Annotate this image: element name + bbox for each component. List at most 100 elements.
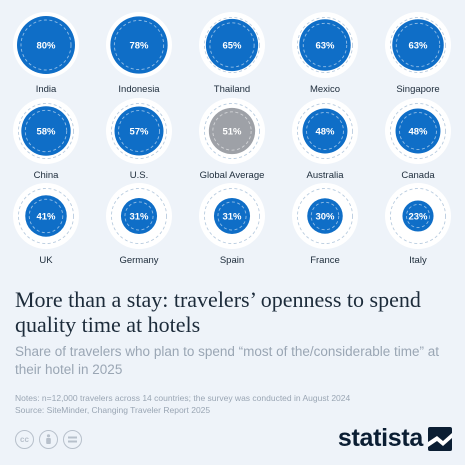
data-label: 31% (222, 212, 242, 223)
bubble-inner-dash (302, 22, 348, 68)
bubble (395, 108, 441, 154)
bubble-group: 48% Canada (385, 98, 451, 181)
category-label: Global Average (200, 170, 265, 181)
bubble-guide (110, 102, 167, 159)
category-label: India (36, 84, 57, 95)
bubble (402, 200, 434, 232)
bubble (307, 198, 343, 234)
notes-block: Notes: n=12,000 travelers across 14 coun… (15, 392, 455, 416)
bubble (110, 16, 168, 74)
bubble-inner-dash (395, 22, 441, 68)
bubble (25, 195, 67, 237)
bubble-guide (110, 187, 167, 244)
bubble-inner-dash (306, 112, 344, 150)
by-icon (39, 430, 58, 449)
cc-icon: cc (15, 430, 34, 449)
category-label: UK (39, 255, 53, 266)
data-label: 48% (408, 127, 428, 138)
category-label: Thailand (214, 84, 250, 95)
brand-name: statista (337, 424, 423, 452)
data-label: 31% (129, 212, 149, 223)
bubble-inner-dash (24, 109, 68, 153)
data-label: 78% (129, 41, 149, 52)
category-label: Spain (220, 255, 244, 266)
bubble-guide (18, 102, 74, 159)
license-icons: cc (15, 430, 82, 449)
bubble-guide (390, 102, 447, 159)
nd-icon (63, 430, 82, 449)
bubble-group: 31% Spain (199, 183, 265, 266)
category-label: Canada (401, 170, 435, 181)
bubble (392, 19, 444, 71)
statista-brand[interactable]: statista (338, 424, 452, 453)
bubble-group: 30% France (292, 183, 358, 266)
category-label: Germany (119, 255, 158, 266)
bubble (302, 108, 348, 154)
bubble-group: 57% U.S. (106, 98, 172, 181)
data-label: 51% (222, 127, 242, 138)
bubble-group: 58% China (13, 98, 79, 181)
bubble (213, 197, 251, 235)
data-label: 58% (36, 127, 56, 138)
category-label: Indonesia (118, 84, 160, 95)
category-label: Italy (409, 255, 427, 266)
bubble-inner-dash (217, 201, 247, 231)
bubble-chart: 80% India 78% Indonesia 65% Thailand 63% Mexico… (13, 12, 451, 266)
chart-title: More than a stay: travelers’ openness to… (15, 287, 421, 337)
bubble (299, 19, 351, 71)
bubble-inner-dash (406, 204, 430, 228)
bubble-group: 65% Thailand (199, 12, 265, 95)
category-label: Australia (307, 170, 345, 181)
bubble-guide (203, 102, 260, 159)
bubble-inner-dash (209, 22, 255, 68)
bubble-inner-dash (113, 19, 165, 71)
bubble (114, 106, 164, 156)
bubble-inner-dash (118, 110, 160, 152)
category-label: France (310, 255, 340, 266)
bubble-inner-dash (28, 198, 64, 234)
statista-logo-icon (428, 426, 452, 451)
data-label: 23% (408, 212, 428, 223)
data-label: 41% (36, 212, 56, 223)
category-label: China (34, 170, 60, 181)
bubble-inner-dash (310, 201, 340, 231)
source-text: Source: SiteMinder, Changing Traveler Re… (15, 405, 211, 415)
bubble-group: 63% Mexico (292, 12, 358, 95)
chart-subtitle: Share of travelers who plan to spend “mo… (15, 344, 439, 377)
data-label: 48% (315, 127, 335, 138)
bubble-group: 78% Indonesia (106, 12, 172, 95)
bubble-group: 23% Italy (385, 183, 451, 266)
bubble-group: 80% India (13, 12, 79, 95)
bubble-guide (390, 17, 447, 73)
bubble-guide (297, 187, 354, 244)
category-label: Mexico (310, 84, 340, 95)
bubble-group: 31% Germany (106, 183, 172, 266)
bubble-group: 63% Singapore (385, 12, 451, 95)
bubble (208, 107, 256, 155)
data-label: 65% (222, 41, 242, 52)
data-label: 30% (315, 212, 335, 223)
data-label: 63% (315, 41, 335, 52)
bubble-guide (297, 102, 354, 159)
bubble (120, 197, 158, 235)
bubble-guide (203, 187, 260, 244)
bubble-group: 41% UK (13, 183, 79, 266)
bubble-guide (390, 187, 447, 244)
bubble-inner-dash (124, 201, 154, 231)
bubble (21, 106, 71, 156)
bubble-group: 48% Australia (292, 98, 358, 181)
bubble-guide (18, 187, 74, 244)
data-label: 63% (408, 41, 428, 52)
category-label: U.S. (130, 170, 148, 181)
bubble-guide (203, 17, 260, 73)
category-label: Singapore (396, 84, 439, 95)
notes-text: Notes: n=12,000 travelers across 14 coun… (15, 393, 351, 403)
bubble-guide (297, 17, 354, 73)
data-label: 57% (129, 127, 149, 138)
bubble (17, 16, 75, 74)
bubble-inner-dash (212, 111, 252, 151)
data-label: 80% (36, 41, 56, 52)
bubble-inner-dash (20, 19, 72, 71)
bubble-inner-dash (399, 112, 437, 150)
bubble-group: 51% Global Average (199, 98, 265, 181)
